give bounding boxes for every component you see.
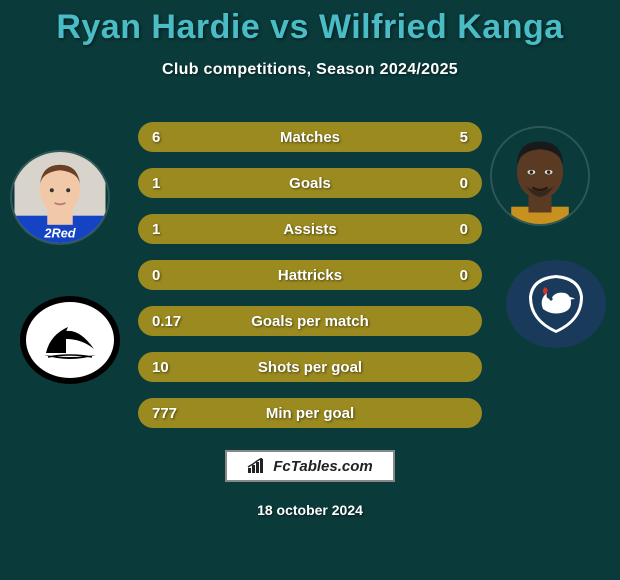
subtitle: Club competitions, Season 2024/2025 xyxy=(0,61,620,79)
stat-left-value: 1 xyxy=(152,175,160,192)
stat-row: 1 Assists 0 xyxy=(138,214,482,244)
footer-date: 18 october 2024 xyxy=(257,502,363,518)
stat-right-value: 0 xyxy=(460,175,468,192)
stat-left-value: 0 xyxy=(152,267,160,284)
stats-list: 6 Matches 5 1 Goals 0 1 Assists 0 0 Hatt… xyxy=(138,122,482,444)
player-right-photo xyxy=(490,126,590,226)
stat-label: Goals xyxy=(152,175,468,192)
comparison-card: Ryan Hardie vs Wilfried Kanga Club compe… xyxy=(0,0,620,580)
stat-row: 1 Goals 0 xyxy=(138,168,482,198)
stat-row: 6 Matches 5 xyxy=(138,122,482,152)
stat-label: Min per goal xyxy=(152,405,468,422)
club-left-logo xyxy=(20,296,120,384)
chart-icon xyxy=(247,458,267,474)
stat-label: Shots per goal xyxy=(152,359,468,376)
stat-label: Hattricks xyxy=(152,267,468,284)
stat-left-value: 777 xyxy=(152,405,177,422)
stat-right-value: 5 xyxy=(460,129,468,146)
stat-left-value: 0.17 xyxy=(152,313,181,330)
stat-label: Goals per match xyxy=(152,313,468,330)
svg-text:2Red: 2Red xyxy=(43,226,75,241)
page-title: Ryan Hardie vs Wilfried Kanga xyxy=(0,8,620,47)
brand-badge: FcTables.com xyxy=(225,450,395,482)
stat-row: 0 Hattricks 0 xyxy=(138,260,482,290)
stat-left-value: 1 xyxy=(152,221,160,238)
player-left-photo: 2Red xyxy=(10,150,110,245)
stat-row: 0.17 Goals per match xyxy=(138,306,482,336)
stat-right-value: 0 xyxy=(460,267,468,284)
stat-label: Assists xyxy=(152,221,468,238)
club-right-logo xyxy=(506,260,606,348)
brand-text: FcTables.com xyxy=(273,458,372,475)
stat-row: 777 Min per goal xyxy=(138,398,482,428)
stat-label: Matches xyxy=(152,129,468,146)
stat-left-value: 6 xyxy=(152,129,160,146)
stat-right-value: 0 xyxy=(460,221,468,238)
stat-left-value: 10 xyxy=(152,359,169,376)
stat-row: 10 Shots per goal xyxy=(138,352,482,382)
